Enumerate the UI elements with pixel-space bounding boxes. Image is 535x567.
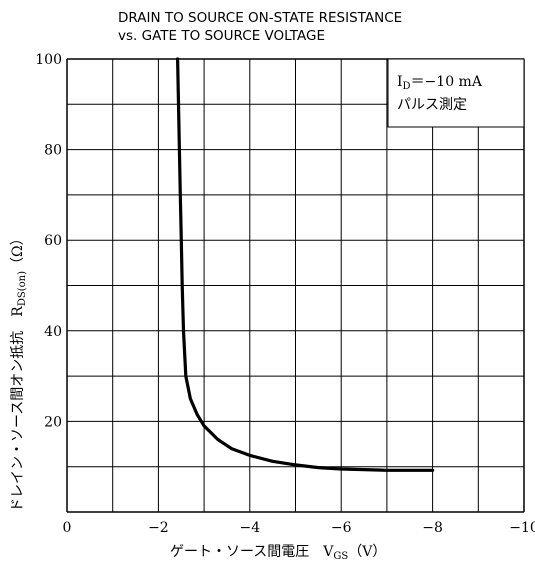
y-axis-label-main: ドレイン・ソース間オン抵抗 R (10, 306, 26, 512)
series-line (176, 57, 435, 472)
x-tick-label: −6 (331, 520, 352, 536)
x-axis-label-main: ゲート・ソース間電圧 V (170, 544, 334, 560)
y-axis-label: ドレイン・ソース間オン抵抗 RDS(on)（Ω） (10, 231, 28, 512)
y-axis-label-sub: DS(on) (17, 271, 28, 306)
plot-series (176, 57, 435, 472)
x-tick-label: −2 (148, 520, 169, 536)
annotation-id-value: ＝−10 mA (411, 74, 483, 90)
annotation-id-line: ID＝−10 mA (397, 74, 483, 92)
x-tick-label: −8 (422, 520, 443, 536)
x-tick-label: −4 (239, 520, 260, 536)
y-tick-label: 60 (44, 233, 62, 249)
annotation-box-frame (387, 58, 525, 128)
x-axis-label-sub: GS (333, 551, 348, 562)
chart-title-line1: DRAIN TO SOURCE ON-STATE RESISTANCE (118, 10, 402, 26)
y-tick-label: 20 (44, 414, 62, 430)
y-axis-label-unit: （Ω） (10, 231, 26, 271)
annotation-id-sub: D (403, 81, 411, 92)
x-tick-label: −10 (509, 520, 535, 536)
y-tick-label: 100 (35, 52, 62, 68)
chart-title-line2: vs. GATE TO SOURCE VOLTAGE (118, 28, 325, 44)
tick-labels: 0 −2 −4 −6 −8 −10 20 40 60 80 100 (35, 52, 535, 536)
annotation-line2: パルス測定 (397, 97, 467, 113)
y-tick-label: 80 (44, 143, 62, 159)
annotation-id-prefix: I (397, 74, 403, 90)
x-axis-label-unit: （V） (348, 544, 386, 560)
x-axis-label: ゲート・ソース間電圧 VGS（V） (170, 544, 386, 562)
annotation-box: ID＝−10 mA パルス測定 (387, 58, 525, 128)
x-tick-label: 0 (63, 520, 72, 536)
y-tick-label: 40 (44, 324, 62, 340)
